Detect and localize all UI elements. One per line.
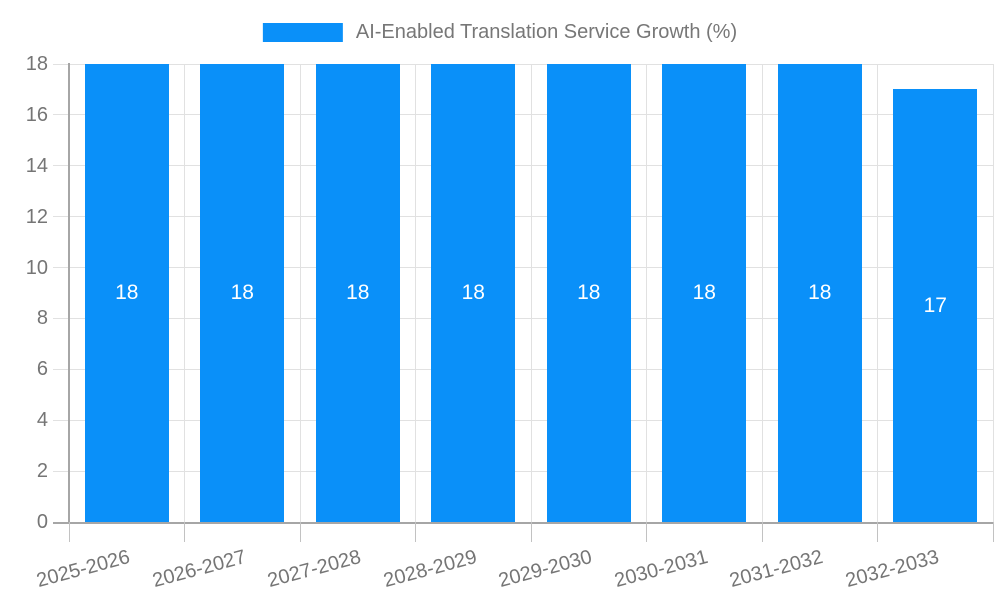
bar-value-label: 18 [115,281,139,304]
grid-line-horizontal [53,368,993,370]
x-axis-tick [415,522,416,542]
grid-line-horizontal [53,114,993,116]
grid-line-vertical [184,64,185,522]
x-axis-tick [761,522,763,542]
y-axis-tick-label: 4 [36,409,48,432]
grid-line-horizontal [53,216,993,218]
x-axis-tick [68,522,70,542]
y-axis-tick-label: 8 [36,307,48,330]
legend-swatch-icon [262,22,343,42]
grid-line-horizontal [53,63,993,65]
y-axis-tick-label: 0 [36,511,48,533]
y-axis-line [68,63,70,522]
bar: 18 [777,64,862,522]
bar-value-label: 18 [692,281,716,304]
chart-legend[interactable]: AI-Enabled Translation Service Growth (%… [262,20,738,44]
y-axis-tick-label: 16 [25,103,48,126]
grid-line-vertical [877,64,878,522]
y-axis-tick-label: 6 [36,358,48,381]
x-axis-tick [992,522,994,542]
y-axis-tick-label: 12 [25,205,48,228]
bar: 18 [84,64,169,522]
x-axis-tick-label: 2032-2033 [842,546,941,593]
grid-line-vertical [992,64,994,522]
bar: 18 [662,64,747,522]
grid-line-horizontal [53,165,993,167]
x-axis-tick [299,522,301,542]
bar: 17 [893,89,978,522]
bar: 18 [200,64,285,522]
x-axis-tick-label: 2026-2027 [149,546,248,593]
grid-line-horizontal [53,470,993,472]
y-axis-labels: 0 2 4 6 8 10 12 14 16 18 [0,53,48,533]
grid-line-horizontal [53,419,993,421]
grid-line-vertical [761,64,763,522]
x-axis-tick [646,522,647,542]
bar-value-label: 17 [923,293,947,317]
bar-value-label: 18 [577,281,601,304]
bar-value-label: 18 [808,281,832,304]
grid-line-vertical [646,64,647,522]
x-axis-baseline [53,522,993,524]
x-axis-tick [877,522,878,542]
x-axis-tick-label: 2027-2028 [265,546,364,593]
x-axis-tick [184,522,185,542]
y-axis-tick-label: 14 [25,154,48,177]
grid-line-vertical [415,64,416,522]
grid-line-vertical [299,64,301,522]
y-axis-tick-label: 18 [25,53,48,75]
x-axis-labels: 2025-2026 2026-2027 2027-2028 2028-2029 2029… [34,64,993,600]
x-axis-tick-label: 2029-2030 [496,546,595,593]
y-axis-tick-label: 2 [36,460,48,483]
legend-label: AI-Enabled Translation Service Growth (%… [355,21,738,43]
x-axis-tick-label: 2031-2032 [727,546,826,593]
grid-line-vertical [530,64,532,522]
x-axis-tick [530,522,532,542]
plot-area: 18 18 18 18 18 18 18 17 [53,63,994,542]
bar-value-label: 18 [461,281,485,304]
grid-line-horizontal [53,317,993,319]
bar: 18 [315,64,400,522]
x-axis-tick-label: 2025-2026 [34,546,133,593]
y-axis-tick-label: 10 [25,256,48,279]
bar: 18 [431,64,516,522]
bar: 18 [546,64,631,522]
x-axis-tick-label: 2028-2029 [380,546,479,593]
bar-value-label: 18 [346,281,370,304]
x-axis-tick-label: 2030-2031 [611,546,710,593]
grid-line-horizontal [53,267,993,269]
bar-value-label: 18 [230,281,254,304]
